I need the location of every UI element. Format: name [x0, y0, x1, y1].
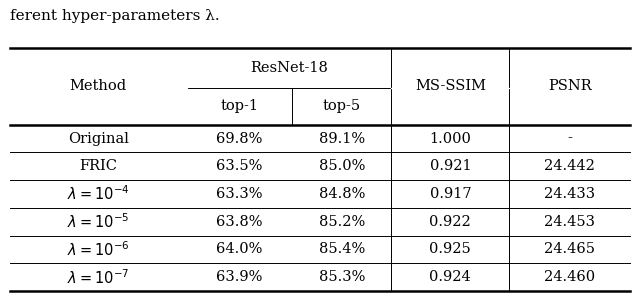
Text: 24.453: 24.453	[545, 215, 595, 229]
Text: 0.922: 0.922	[429, 215, 471, 229]
Text: $\lambda = 10^{-4}$: $\lambda = 10^{-4}$	[67, 185, 129, 203]
Text: 85.2%: 85.2%	[319, 215, 365, 229]
Text: 85.0%: 85.0%	[319, 159, 365, 173]
Text: ferent hyper-parameters λ.: ferent hyper-parameters λ.	[10, 9, 220, 23]
Text: 85.3%: 85.3%	[319, 270, 365, 284]
Text: 63.9%: 63.9%	[216, 270, 262, 284]
Text: top-1: top-1	[220, 99, 259, 113]
Text: ResNet-18: ResNet-18	[250, 61, 328, 75]
Text: 89.1%: 89.1%	[319, 132, 365, 146]
Text: 24.442: 24.442	[545, 159, 595, 173]
Text: 24.433: 24.433	[544, 187, 595, 201]
Text: 63.3%: 63.3%	[216, 187, 262, 201]
Text: 24.465: 24.465	[545, 242, 595, 257]
Text: 1.000: 1.000	[429, 132, 471, 146]
Text: $\lambda = 10^{-5}$: $\lambda = 10^{-5}$	[67, 213, 129, 231]
Text: -: -	[568, 132, 572, 146]
Text: $\lambda = 10^{-6}$: $\lambda = 10^{-6}$	[67, 240, 129, 259]
Text: 63.8%: 63.8%	[216, 215, 262, 229]
Text: Original: Original	[68, 132, 129, 146]
Text: 0.917: 0.917	[429, 187, 471, 201]
Text: 84.8%: 84.8%	[319, 187, 365, 201]
Text: PSNR: PSNR	[548, 79, 592, 93]
Text: MS-SSIM: MS-SSIM	[415, 79, 486, 93]
Text: 85.4%: 85.4%	[319, 242, 365, 257]
Text: Method: Method	[70, 79, 127, 93]
Text: 69.8%: 69.8%	[216, 132, 262, 146]
Text: FRIC: FRIC	[79, 159, 117, 173]
Text: 64.0%: 64.0%	[216, 242, 262, 257]
Text: 24.460: 24.460	[544, 270, 595, 284]
Text: 0.921: 0.921	[429, 159, 471, 173]
Text: 63.5%: 63.5%	[216, 159, 262, 173]
Text: top-5: top-5	[323, 99, 361, 113]
Text: $\lambda = 10^{-7}$: $\lambda = 10^{-7}$	[67, 268, 129, 286]
Text: 0.925: 0.925	[429, 242, 471, 257]
Text: 0.924: 0.924	[429, 270, 471, 284]
